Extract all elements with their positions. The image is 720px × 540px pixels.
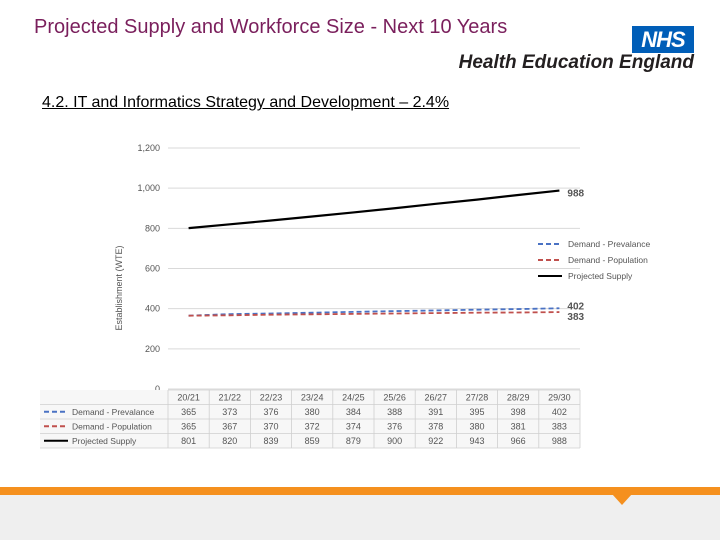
x-category-label: 26/27 xyxy=(425,393,448,403)
x-category-label: 25/26 xyxy=(383,393,406,403)
table-cell-value: 402 xyxy=(552,407,567,417)
y-tick-label: 1,000 xyxy=(137,183,160,193)
x-category-label: 23/24 xyxy=(301,393,324,403)
footer-notch xyxy=(612,494,632,505)
x-category-label: 24/25 xyxy=(342,393,365,403)
table-cell-value: 988 xyxy=(552,436,567,446)
y-tick-label: 800 xyxy=(145,223,160,233)
table-cell-value: 373 xyxy=(222,407,237,417)
page-title: Projected Supply and Workforce Size - Ne… xyxy=(34,16,508,38)
series-end-label: 402 xyxy=(567,301,584,312)
table-cell-value: 376 xyxy=(387,422,402,432)
table-cell-value: 943 xyxy=(469,436,484,446)
table-cell-value: 365 xyxy=(181,422,196,432)
table-cell-value: 879 xyxy=(346,436,361,446)
x-category-label: 27/28 xyxy=(466,393,489,403)
table-row-name: Demand - Prevalance xyxy=(72,407,154,417)
chart-y-ticks: 0 200 400 600 800 1,000 1,200 xyxy=(137,143,160,394)
legend-label: Demand - Prevalance xyxy=(568,239,650,249)
table-cell-value: 395 xyxy=(469,407,484,417)
table-cell-value: 966 xyxy=(511,436,526,446)
chart-y-axis-label: Establishment (WTE) xyxy=(114,245,124,330)
chart-gridlines xyxy=(168,147,580,390)
table-cell-value: 376 xyxy=(263,407,278,417)
series-line-2 xyxy=(188,189,560,230)
table-cell-value: 372 xyxy=(305,422,320,432)
x-category-label: 28/29 xyxy=(507,393,530,403)
x-category-label: 20/21 xyxy=(177,393,200,403)
x-category-label: 22/23 xyxy=(260,393,283,403)
nhs-logo-text: NHS xyxy=(641,27,685,52)
legend-label: Projected Supply xyxy=(568,271,633,281)
table-cell-value: 380 xyxy=(305,407,320,417)
table-cell-value: 384 xyxy=(346,407,361,417)
series-end-label: 988 xyxy=(567,189,584,200)
table-cell-value: 370 xyxy=(263,422,278,432)
x-category-label: 21/22 xyxy=(219,393,242,403)
table-cell-value: 839 xyxy=(263,436,278,446)
table-cell-value: 391 xyxy=(428,407,443,417)
y-tick-label: 0 xyxy=(155,384,160,394)
footer-bar xyxy=(0,487,720,495)
table-cell-value: 922 xyxy=(428,436,443,446)
table-cell-value: 859 xyxy=(305,436,320,446)
organisation-name: Health Education England xyxy=(458,52,694,73)
series-end-label: 383 xyxy=(567,312,584,323)
table-cell-value: 374 xyxy=(346,422,361,432)
table-cell-value: 383 xyxy=(552,422,567,432)
table-cell-value: 381 xyxy=(511,422,526,432)
y-tick-label: 600 xyxy=(145,264,160,274)
table-cell-value: 388 xyxy=(387,407,402,417)
nhs-logo: NHS xyxy=(632,26,694,53)
chart-series-lines xyxy=(188,189,560,317)
legend-label: Demand - Population xyxy=(568,255,648,265)
table-cell-value: 378 xyxy=(428,422,443,432)
chart-legend: Demand - Prevalance Demand - Population Pr… xyxy=(538,239,650,281)
y-tick-label: 400 xyxy=(145,304,160,314)
table-cell-value: 398 xyxy=(511,407,526,417)
footer-background xyxy=(0,495,720,540)
workforce-line-chart: 0 200 400 600 800 1,000 1,200 Establishment (W… xyxy=(40,143,650,449)
table-cell-value: 820 xyxy=(222,436,237,446)
table-cell-value: 380 xyxy=(469,422,484,432)
series-line-1 xyxy=(188,311,560,317)
section-subtitle: 4.2. IT and Informatics Strategy and Dev… xyxy=(42,94,450,111)
table-cell-value: 367 xyxy=(222,422,237,432)
table-cell-value: 365 xyxy=(181,407,196,417)
table-cell-value: 900 xyxy=(387,436,402,446)
y-tick-label: 1,200 xyxy=(137,143,160,153)
chart-data-table: 20/21 21/22 22/23 23/24 24/25 25/26 26/27 27/28… xyxy=(40,389,581,449)
x-category-label: 29/30 xyxy=(548,393,571,403)
table-row-name: Projected Supply xyxy=(72,436,137,446)
series-line-0 xyxy=(188,307,560,317)
y-tick-label: 200 xyxy=(145,344,160,354)
table-row-name: Demand - Population xyxy=(72,422,152,432)
table-cell-value: 801 xyxy=(181,436,196,446)
